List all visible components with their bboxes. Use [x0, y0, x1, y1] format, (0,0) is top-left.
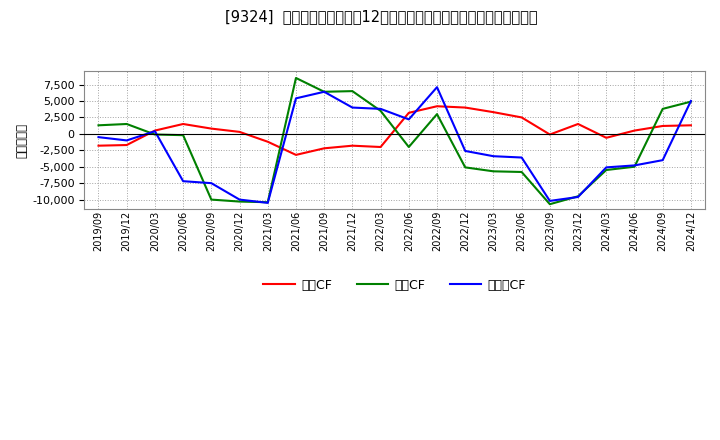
投資CF	[264, 200, 272, 205]
営業CF	[264, 139, 272, 144]
投資CF	[658, 106, 667, 111]
投資CF	[461, 165, 469, 170]
フリーCF	[348, 105, 356, 110]
営業CF	[574, 121, 582, 127]
フリーCF	[179, 179, 187, 184]
営業CF	[377, 144, 385, 150]
投資CF	[94, 123, 103, 128]
Line: 営業CF: 営業CF	[99, 106, 691, 155]
フリーCF	[320, 89, 328, 95]
フリーCF	[377, 106, 385, 111]
営業CF	[461, 105, 469, 110]
投資CF	[546, 202, 554, 207]
Text: [9324]  キャッシュフローの12か月移動合計の対前年同期増減額の推移: [9324] キャッシュフローの12か月移動合計の対前年同期増減額の推移	[225, 9, 538, 24]
フリーCF	[630, 163, 639, 168]
フリーCF	[122, 138, 131, 143]
フリーCF	[94, 135, 103, 140]
投資CF	[377, 108, 385, 114]
フリーCF	[687, 99, 696, 104]
営業CF	[687, 123, 696, 128]
営業CF	[630, 128, 639, 133]
フリーCF	[602, 165, 611, 170]
投資CF	[687, 99, 696, 104]
営業CF	[658, 123, 667, 128]
営業CF	[94, 143, 103, 148]
営業CF	[292, 152, 300, 158]
フリーCF	[235, 197, 244, 202]
投資CF	[348, 88, 356, 94]
営業CF	[489, 110, 498, 115]
フリーCF	[264, 200, 272, 205]
フリーCF	[517, 155, 526, 160]
営業CF	[405, 110, 413, 115]
投資CF	[489, 169, 498, 174]
投資CF	[602, 167, 611, 172]
投資CF	[630, 164, 639, 169]
投資CF	[122, 121, 131, 127]
営業CF	[602, 135, 611, 140]
Line: フリーCF: フリーCF	[99, 87, 691, 203]
営業CF	[235, 129, 244, 135]
営業CF	[546, 132, 554, 137]
フリーCF	[150, 128, 159, 134]
投資CF	[433, 111, 441, 117]
営業CF	[320, 146, 328, 151]
投資CF	[517, 169, 526, 175]
営業CF	[150, 128, 159, 133]
営業CF	[517, 115, 526, 120]
フリーCF	[658, 158, 667, 163]
営業CF	[207, 126, 216, 131]
営業CF	[348, 143, 356, 148]
投資CF	[207, 197, 216, 202]
営業CF	[433, 103, 441, 109]
Legend: 営業CF, 投資CF, フリーCF: 営業CF, 投資CF, フリーCF	[258, 274, 531, 297]
投資CF	[292, 75, 300, 81]
投資CF	[150, 132, 159, 137]
投資CF	[179, 132, 187, 138]
投資CF	[574, 194, 582, 199]
投資CF	[235, 199, 244, 204]
フリーCF	[489, 154, 498, 159]
フリーCF	[207, 180, 216, 186]
フリーCF	[546, 198, 554, 204]
フリーCF	[461, 148, 469, 154]
Line: 投資CF: 投資CF	[99, 78, 691, 204]
営業CF	[122, 143, 131, 148]
フリーCF	[433, 84, 441, 90]
投資CF	[405, 144, 413, 150]
フリーCF	[574, 194, 582, 200]
投資CF	[320, 89, 328, 95]
Y-axis label: （百万円）: （百万円）	[15, 123, 28, 158]
フリーCF	[405, 117, 413, 122]
営業CF	[179, 121, 187, 127]
フリーCF	[292, 96, 300, 101]
